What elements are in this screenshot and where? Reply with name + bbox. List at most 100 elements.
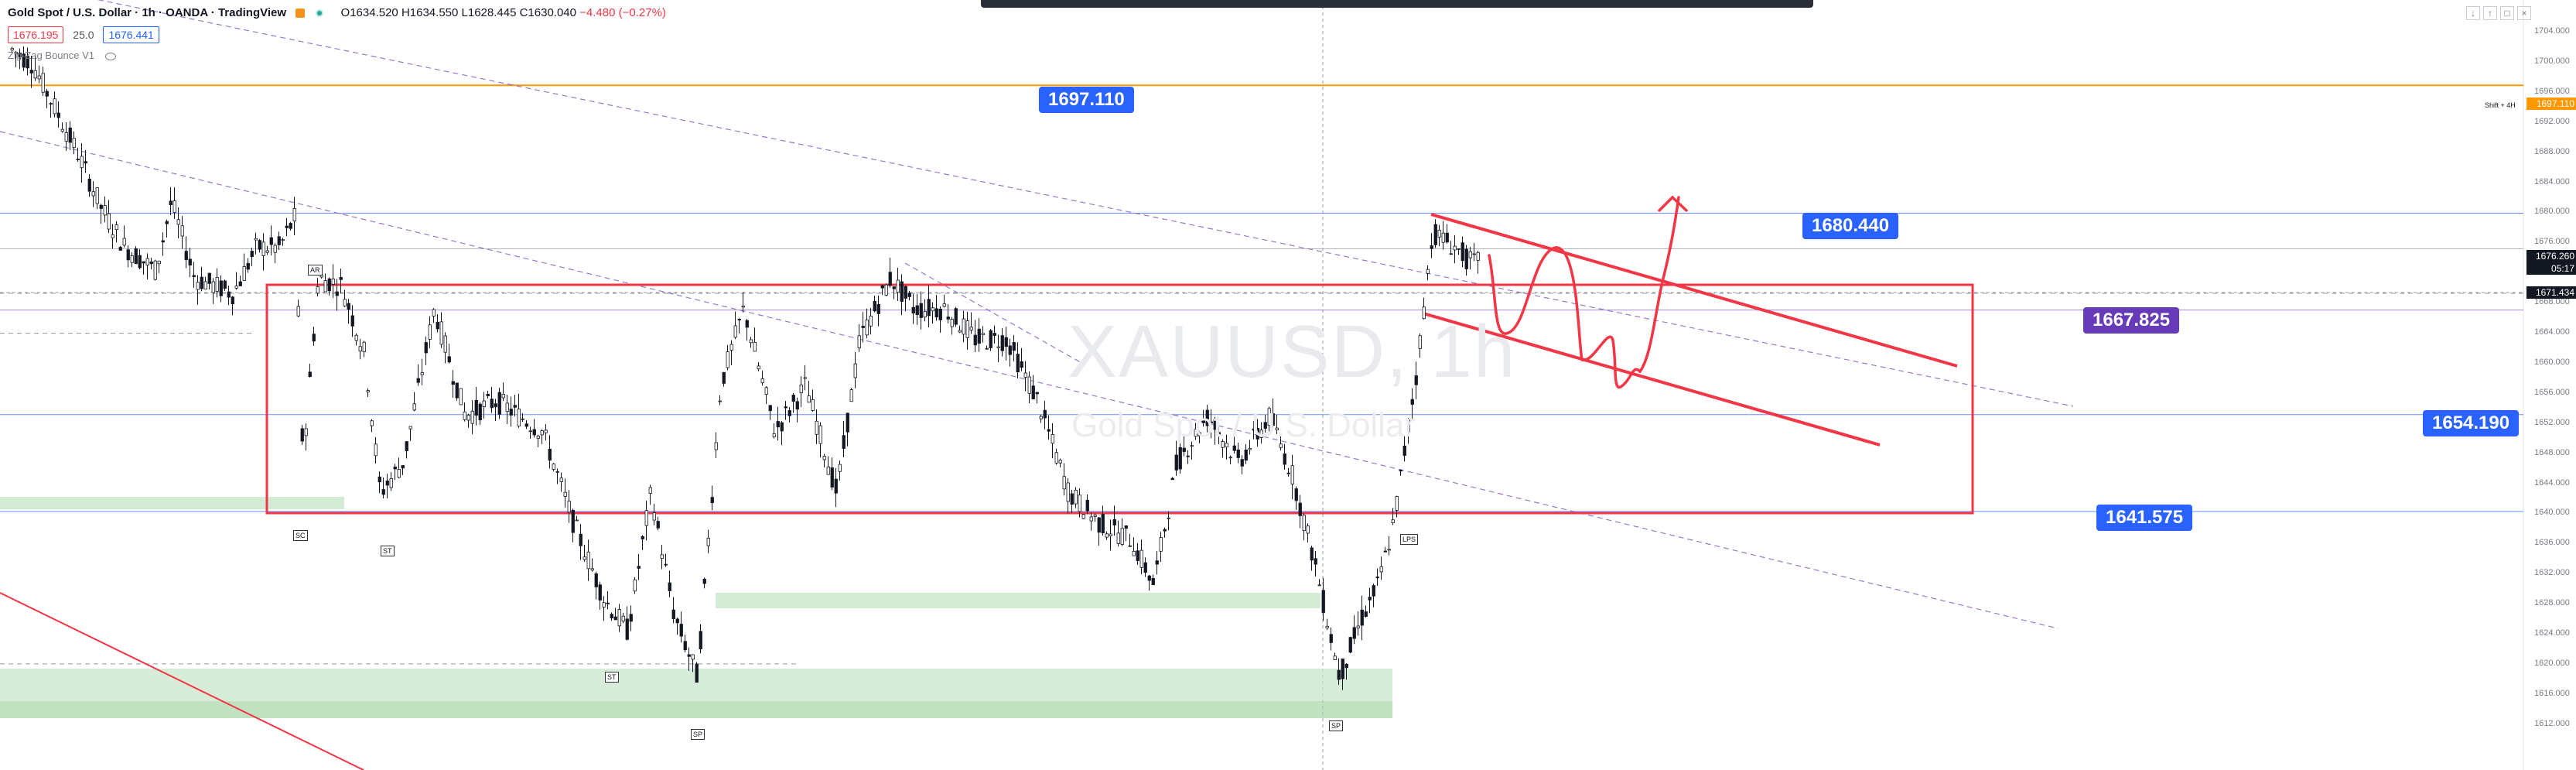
- candle-body: [497, 392, 501, 415]
- candle-body: [41, 73, 45, 93]
- candle-body: [354, 334, 358, 341]
- candle-body: [350, 315, 354, 327]
- candle-body: [838, 464, 842, 472]
- candle-body: [227, 291, 231, 298]
- candle-body: [613, 616, 617, 621]
- candle-body: [706, 537, 710, 546]
- candle-body: [56, 112, 60, 118]
- candle-body: [149, 261, 153, 265]
- price-label-1697[interactable]: 1697.110: [1039, 87, 1134, 113]
- candle-body: [884, 284, 888, 296]
- candle-body: [633, 579, 637, 592]
- candle-body: [33, 70, 37, 79]
- candle-body: [1016, 354, 1020, 373]
- candle-body: [791, 395, 795, 402]
- candle-body: [1190, 445, 1194, 447]
- candle-body: [165, 221, 169, 224]
- candle-body: [505, 402, 509, 412]
- indicator-name[interactable]: Zig-Zag Bounce V1: [8, 50, 95, 61]
- candle-body: [1341, 659, 1344, 679]
- candle-body: [1360, 609, 1364, 626]
- price-label-1667[interactable]: 1667.825: [2083, 307, 2180, 334]
- candle-body: [412, 403, 416, 411]
- candle-body: [494, 403, 497, 408]
- market-status-icon[interactable]: [316, 9, 324, 18]
- ohlc-values: O1634.520 H1634.550 L1628.445 C1630.040: [340, 6, 576, 19]
- candle-body: [296, 306, 300, 317]
- candle-body: [567, 501, 571, 513]
- candle-body: [1387, 549, 1391, 551]
- candle-body: [1333, 655, 1337, 661]
- candle-body: [869, 315, 873, 327]
- candle-body: [1290, 465, 1294, 484]
- candle-body: [122, 238, 126, 246]
- square-icon[interactable]: □: [2500, 6, 2514, 20]
- range-box: [265, 283, 1974, 515]
- spread-value: 25.0: [73, 29, 94, 41]
- candle-body: [726, 351, 729, 368]
- arrow-down-icon[interactable]: ↓: [2466, 6, 2480, 20]
- symbol-title[interactable]: Gold Spot / U.S. Dollar · 1h · OANDA · T…: [8, 6, 287, 19]
- projection-path: [1488, 196, 1680, 388]
- bar-style-icon[interactable]: [296, 9, 306, 19]
- candle-body: [958, 330, 962, 333]
- candle-body: [319, 275, 323, 278]
- candle-body: [37, 75, 41, 80]
- candle-body: [95, 187, 99, 204]
- candle-body: [1213, 419, 1217, 430]
- candle-body: [629, 614, 633, 622]
- candle-body: [381, 489, 385, 495]
- candle-body: [1352, 627, 1356, 639]
- candle-body: [1221, 441, 1225, 448]
- candle-body: [857, 335, 861, 348]
- candle-body: [985, 347, 989, 350]
- candle-body: [1433, 224, 1437, 245]
- candle-body: [915, 305, 919, 316]
- trendline-dashed: [904, 262, 1084, 364]
- price-label-1654[interactable]: 1654.190: [2423, 410, 2520, 436]
- candle-body: [161, 240, 165, 243]
- candle-body: [176, 219, 180, 225]
- candle-body: [594, 573, 598, 587]
- candle-body: [60, 128, 64, 132]
- marker-st-1: ST: [381, 546, 395, 556]
- candle-body: [26, 56, 29, 69]
- marker-sc: SC: [293, 530, 308, 541]
- candle-body: [1194, 429, 1197, 437]
- candle-body: [1445, 232, 1449, 243]
- candle-body: [29, 70, 33, 74]
- candle-body: [544, 429, 548, 433]
- candle-body: [1101, 514, 1105, 534]
- arrow-up-icon[interactable]: ↑: [2483, 6, 2497, 20]
- candle-body: [710, 497, 714, 504]
- indicator-legend[interactable]: Zig-Zag Bounce V1: [8, 50, 116, 61]
- price-label-1680[interactable]: 1680.440: [1802, 213, 1899, 239]
- candle-body: [660, 554, 664, 559]
- sell-button[interactable]: 1676.195: [8, 26, 64, 43]
- price-label-1641[interactable]: 1641.575: [2096, 505, 2193, 531]
- candle-body: [238, 281, 242, 286]
- axis-tick-label: 1632.000: [2534, 568, 2570, 578]
- buy-button[interactable]: 1676.441: [103, 26, 159, 43]
- candle-body: [853, 363, 857, 378]
- drawing-toolbar[interactable]: [981, 0, 1813, 8]
- candle-body: [846, 412, 849, 433]
- candle-body: [583, 556, 586, 560]
- candle-body: [524, 423, 528, 427]
- zone-green: [0, 497, 344, 509]
- candle-body: [919, 303, 923, 318]
- candle-body: [1402, 445, 1406, 456]
- candle-body: [304, 428, 308, 436]
- candle-body: [606, 602, 610, 604]
- candle-body: [335, 291, 339, 296]
- close-icon[interactable]: ×: [2517, 6, 2531, 20]
- candle-body: [53, 98, 56, 115]
- candle-body: [289, 223, 292, 229]
- candle-body: [339, 277, 343, 280]
- candle-body: [621, 615, 625, 622]
- candle-body: [1066, 482, 1070, 502]
- candle-body: [625, 618, 629, 640]
- eye-icon[interactable]: [104, 52, 116, 60]
